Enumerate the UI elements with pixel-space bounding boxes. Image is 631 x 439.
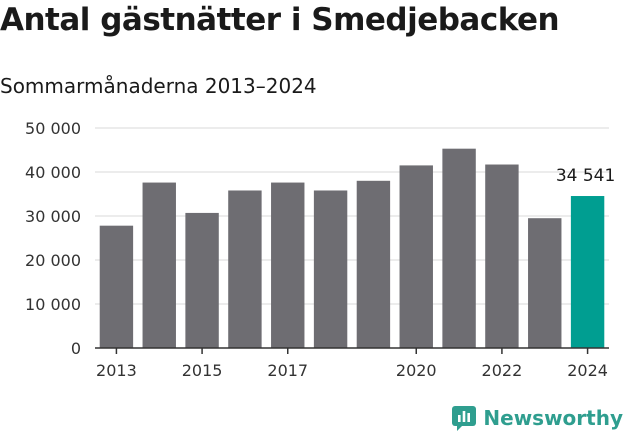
bar-2020 bbox=[399, 165, 433, 348]
newsworthy-logo-text: Newsworthy bbox=[483, 406, 623, 430]
y-tick-label: 20 000 bbox=[25, 251, 81, 270]
y-tick-label: 50 000 bbox=[25, 119, 81, 138]
y-tick-label: 40 000 bbox=[25, 163, 81, 182]
y-tick-label: 10 000 bbox=[25, 295, 81, 314]
x-tick-label: 2024 bbox=[567, 361, 608, 380]
y-tick-label: 0 bbox=[71, 339, 81, 358]
bar-chart: 0 10 000 20 000 30 000 40 000 50 000 2013 2015 2… bbox=[25, 119, 615, 380]
bar-2018 bbox=[313, 190, 348, 348]
newsworthy-logo-icon bbox=[452, 406, 477, 431]
bar-2014 bbox=[142, 182, 176, 348]
labels: 0 10 000 20 000 30 000 40 000 50 000 2013 2015 2… bbox=[25, 119, 615, 380]
bars bbox=[99, 148, 605, 348]
axes bbox=[95, 347, 609, 354]
bar-2019 bbox=[356, 180, 391, 348]
chart-subtitle: Sommarmånaderna 2013–2024 bbox=[0, 74, 317, 98]
chart-title: Antal gästnätter i Smedjebacken bbox=[0, 2, 560, 38]
bar-2017 bbox=[271, 182, 305, 348]
x-tick-label: 2022 bbox=[482, 361, 523, 380]
bar-2022 bbox=[485, 164, 519, 348]
x-tick-label: 2017 bbox=[267, 361, 308, 380]
data-label: 34 541 bbox=[556, 166, 615, 186]
x-tick-label: 2013 bbox=[96, 361, 137, 380]
bar-2016 bbox=[228, 190, 262, 348]
gridlines bbox=[95, 127, 609, 305]
x-tick-label: 2015 bbox=[182, 361, 223, 380]
bar-2013 bbox=[99, 225, 134, 348]
x-tick-label: 2020 bbox=[396, 361, 437, 380]
newsworthy-logo: Newsworthy bbox=[451, 405, 623, 431]
y-tick-label: 30 000 bbox=[25, 207, 81, 226]
bar-2021 bbox=[442, 148, 476, 348]
bar-2015 bbox=[185, 212, 219, 348]
bar-2024 bbox=[570, 196, 605, 348]
bar-2023 bbox=[528, 218, 562, 348]
